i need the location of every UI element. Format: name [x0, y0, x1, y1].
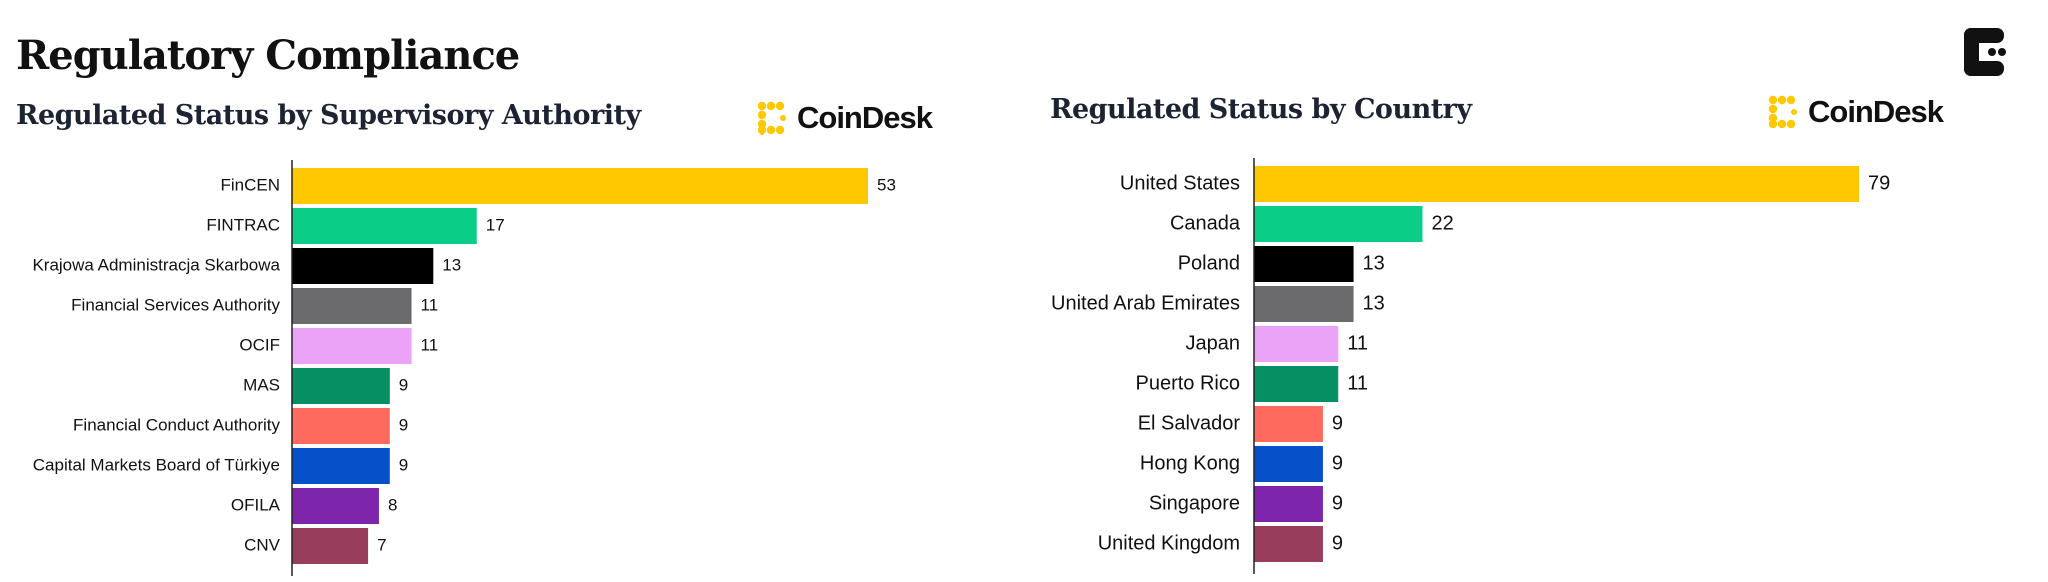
- value-label: 9: [399, 415, 408, 434]
- bar: [292, 248, 434, 284]
- bar: [1254, 206, 1423, 242]
- category-label: Financial Services Authority: [71, 295, 280, 314]
- bar: [292, 488, 379, 524]
- category-label: United States: [1120, 172, 1240, 194]
- value-label: 9: [399, 375, 408, 394]
- chart-authority: FinCEN 53 FINTRAC 17 Krajowa Administracja S…: [32, 160, 896, 576]
- page-title: Regulatory Compliance: [16, 32, 520, 79]
- bar: [292, 208, 477, 244]
- category-label: Financial Conduct Authority: [73, 415, 280, 434]
- value-label: 9: [399, 455, 408, 474]
- chart-country: United States 79 Canada 22 Poland 13 United Ar…: [1051, 158, 1890, 574]
- coindesk-logo-icon: [1768, 95, 1797, 129]
- bar: [1254, 486, 1323, 522]
- chart-title-authority: Regulated Status by Supervisory Authorit…: [16, 100, 641, 131]
- category-label: Japan: [1186, 332, 1241, 354]
- bar: [1254, 446, 1323, 482]
- category-label: Canada: [1170, 212, 1241, 234]
- category-label: Poland: [1178, 252, 1240, 274]
- bar: [292, 408, 390, 444]
- bar: [1254, 246, 1354, 282]
- category-label: Puerto Rico: [1136, 372, 1241, 394]
- coindesk-corner-logo-icon: [1964, 28, 2006, 76]
- coindesk-brand-left: CoinDesk: [757, 100, 933, 136]
- value-label: 11: [421, 295, 439, 314]
- value-label: 22: [1431, 212, 1453, 234]
- value-label: 9: [1332, 492, 1343, 514]
- category-label: FINTRAC: [206, 215, 280, 234]
- category-label: OFILA: [231, 495, 281, 514]
- bar: [1254, 326, 1339, 362]
- value-label: 9: [1332, 532, 1343, 554]
- coindesk-wordmark: CoinDesk: [1808, 94, 1944, 129]
- bar: [292, 328, 412, 364]
- value-label: 9: [1332, 452, 1343, 474]
- value-label: 9: [1332, 412, 1343, 434]
- coindesk-brand-right: CoinDesk: [1768, 94, 1944, 130]
- value-label: 11: [1347, 332, 1368, 354]
- category-label: Capital Markets Board of Türkiye: [33, 455, 280, 474]
- category-label: Singapore: [1149, 492, 1240, 514]
- category-label: MAS: [243, 375, 280, 394]
- bar: [292, 168, 868, 204]
- category-label: FinCEN: [220, 175, 280, 194]
- chart-title-country: Regulated Status by Country: [1050, 94, 1472, 125]
- coindesk-wordmark: CoinDesk: [797, 100, 933, 135]
- category-label: Hong Kong: [1140, 452, 1240, 474]
- coindesk-logo-icon: [757, 101, 786, 135]
- bar: [292, 288, 412, 324]
- value-label: 7: [377, 535, 386, 554]
- bar: [292, 368, 390, 404]
- bar: [1254, 406, 1323, 442]
- category-label: OCIF: [239, 335, 280, 354]
- value-label: 8: [388, 495, 397, 514]
- bar: [1254, 166, 1859, 202]
- value-label: 13: [442, 255, 461, 274]
- value-label: 13: [1363, 292, 1385, 314]
- value-label: 17: [486, 215, 505, 234]
- category-label: Krajowa Administracja Skarbowa: [32, 255, 280, 274]
- value-label: 79: [1868, 172, 1890, 194]
- value-label: 11: [421, 335, 439, 354]
- bar: [292, 448, 390, 484]
- category-label: El Salvador: [1138, 412, 1241, 434]
- bar: [1254, 526, 1323, 562]
- value-label: 53: [877, 175, 896, 194]
- value-label: 13: [1363, 252, 1385, 274]
- category-label: United Arab Emirates: [1051, 292, 1240, 314]
- category-label: United Kingdom: [1098, 532, 1240, 554]
- value-label: 11: [1347, 372, 1368, 394]
- bar: [1254, 286, 1354, 322]
- bar: [292, 528, 369, 564]
- category-label: CNV: [244, 535, 281, 554]
- bar: [1254, 366, 1339, 402]
